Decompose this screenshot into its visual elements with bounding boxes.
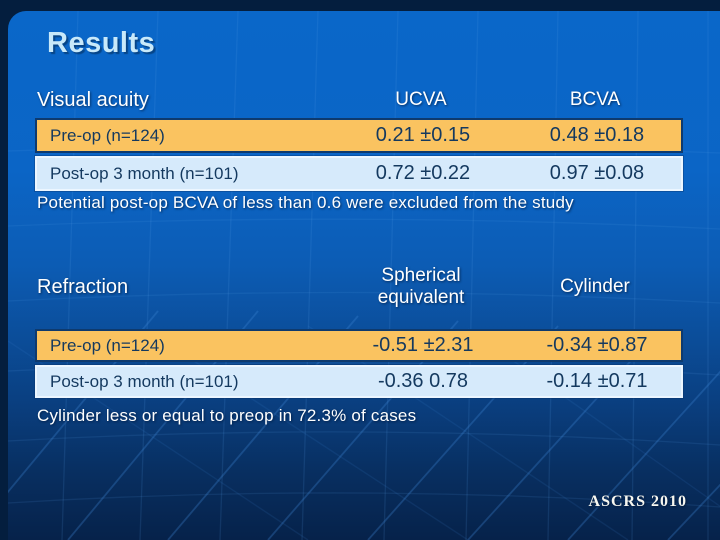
row-label: Pre-op (n=124) xyxy=(50,335,165,355)
row-value-bcva: 0.48 ±0.18 xyxy=(549,124,645,146)
row-value-spherical: -0.51 ±2.31 xyxy=(372,334,474,356)
refraction-note: Cylinder less or equal to preop in 72.3%… xyxy=(37,406,417,425)
column-header-cylinder: Cylinder xyxy=(560,275,630,297)
column-header-text: Spherical equivalent xyxy=(377,264,465,308)
row-value-spherical: -0.36 0.78 xyxy=(377,370,469,392)
row-label: Post-op 3 month (n=101) xyxy=(50,371,239,391)
table-row-preop: Pre-op (n=124) 0.21 ±0.15 0.48 ±0.18 xyxy=(35,118,683,153)
table-row-postop: Post-op 3 month (n=101) 0.72 ±0.22 0.97 … xyxy=(34,155,684,192)
row-label: Post-op 3 month (n=101) xyxy=(50,163,239,183)
table-row-preop: Pre-op (n=124) -0.51 ±2.31 -0.34 ±0.87 xyxy=(35,329,683,362)
table-caption-visual-acuity: Visual acuity xyxy=(37,89,149,111)
visual-acuity-table: Visual acuity UCVA BCVA Pre-op (n=124) 0… xyxy=(34,86,684,192)
row-value-cylinder: -0.34 ±0.87 xyxy=(546,334,648,356)
column-header-bcva: BCVA xyxy=(569,89,621,111)
refraction-table-header: Refraction Spherical equivalent Cylinder xyxy=(35,248,683,326)
visual-acuity-table-header: Visual acuity UCVA BCVA xyxy=(35,86,683,115)
slide-title: Results xyxy=(47,27,156,59)
table-row-postop: Post-op 3 month (n=101) -0.36 0.78 -0.14… xyxy=(34,364,684,399)
visual-acuity-note: Potential post-op BCVA of less than 0.6 … xyxy=(37,193,574,212)
column-header-spherical-equivalent: Spherical equivalent xyxy=(335,265,507,310)
refraction-table: Refraction Spherical equivalent Cylinder… xyxy=(34,248,684,399)
row-value-cylinder: -0.14 ±0.71 xyxy=(546,370,648,392)
table-caption-refraction: Refraction xyxy=(37,275,129,298)
row-value-ucva: 0.72 ±0.22 xyxy=(375,162,471,184)
column-header-ucva: UCVA xyxy=(395,89,447,111)
row-label: Pre-op (n=124) xyxy=(50,125,165,145)
row-value-bcva: 0.97 ±0.08 xyxy=(549,162,645,184)
footer-credit: ASCRS 2010 xyxy=(588,493,687,510)
row-value-ucva: 0.21 ±0.15 xyxy=(375,124,471,146)
